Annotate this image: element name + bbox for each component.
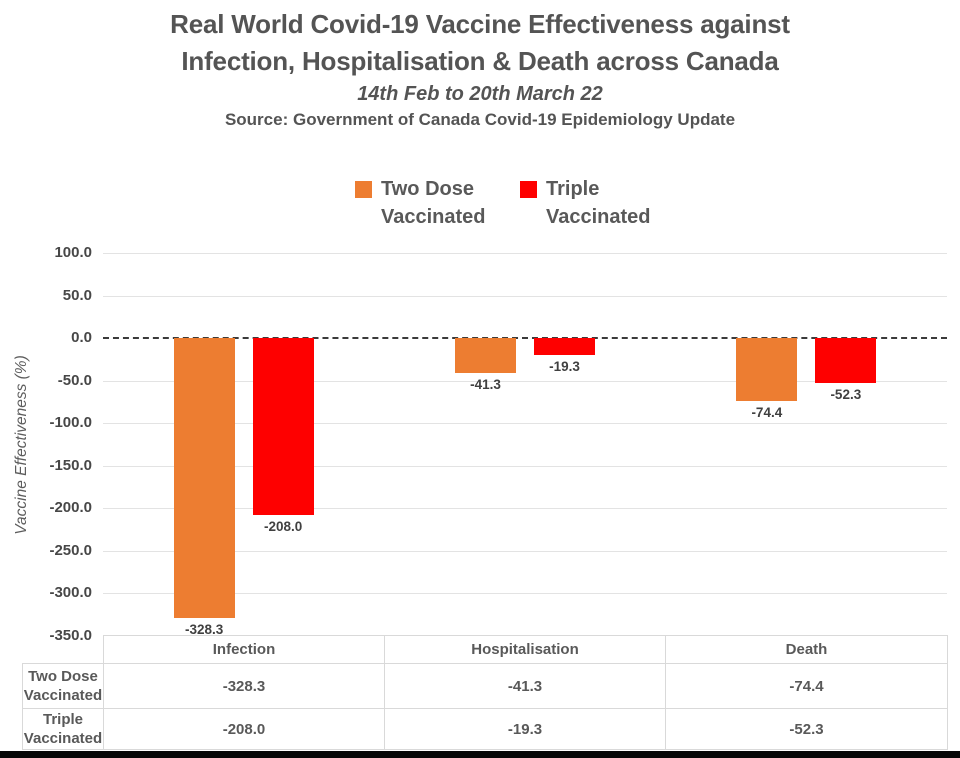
legend-label-two-dose-line2: Vaccinated <box>381 206 486 228</box>
zero-axis-line <box>103 337 947 340</box>
gridline <box>103 593 947 595</box>
table-value-triple-vaccinated-death: -52.3 <box>665 708 948 750</box>
legend-label-triple: Triple Vaccinated <box>546 175 651 231</box>
y-tick-label: -100.0 <box>49 414 92 432</box>
bar-value-label-triple-vaccinated-death: -52.3 <box>830 386 862 402</box>
gridline <box>103 550 947 552</box>
bar-triple-vaccinated-infection <box>252 338 314 516</box>
gridline <box>103 253 947 254</box>
y-tick-label: -350.0 <box>49 627 92 644</box>
y-tick-label: 50.0 <box>62 286 92 304</box>
bar-two-dose-vaccinated-death <box>736 338 798 402</box>
chart-subtitle: 14th Feb to 20th March 22 <box>357 83 603 105</box>
chart-source: Source: Government of Canada Covid-19 Ep… <box>224 110 736 129</box>
table-row-label-two-dose-vaccinated: Two Dose Vaccinated <box>22 663 104 709</box>
table-header-infection: Infection <box>103 635 385 664</box>
legend-swatch-two-dose-icon <box>355 181 372 198</box>
gridline <box>103 508 947 510</box>
bottom-black-bar <box>0 751 960 758</box>
legend-swatch-triple-icon <box>520 181 537 198</box>
table-value-two-dose-vaccinated-death: -74.4 <box>665 663 948 709</box>
table-header-hospitalisation: Hospitalisation <box>384 635 666 664</box>
legend-label-triple-line1: Triple <box>546 178 600 200</box>
bar-value-label-two-dose-vaccinated-hospitalisation: -41.3 <box>470 377 501 393</box>
gridline <box>103 465 947 467</box>
bar-value-label-triple-vaccinated-infection: -208.0 <box>264 519 303 535</box>
bar-two-dose-vaccinated-hospitalisation <box>455 338 516 374</box>
table-value-two-dose-vaccinated-hospitalisation: -41.3 <box>384 663 666 709</box>
chart-title-line1: Real World Covid-19 Vaccine Effectivenes… <box>170 9 790 39</box>
gridline <box>103 295 947 297</box>
chart-title-line2: Infection, Hospitalisation & Death acros… <box>181 46 779 76</box>
legend-item-triple: Triple Vaccinated <box>520 175 651 231</box>
gridline <box>103 380 947 382</box>
bar-value-label-triple-vaccinated-hospitalisation: -19.3 <box>549 358 580 374</box>
bar-value-label-two-dose-vaccinated-infection: -328.3 <box>185 621 224 637</box>
y-tick-label: 100.0 <box>54 244 92 261</box>
table-value-triple-vaccinated-infection: -208.0 <box>103 708 385 750</box>
table-header-death: Death <box>665 635 948 664</box>
y-tick-label: -250.0 <box>49 541 92 559</box>
legend-label-two-dose: Two Dose Vaccinated <box>381 175 486 231</box>
chart-title: Real World Covid-19 Vaccine Effectivenes… <box>0 6 960 80</box>
legend-label-triple-line2: Vaccinated <box>546 206 651 228</box>
table-value-two-dose-vaccinated-infection: -328.3 <box>103 663 385 709</box>
bar-two-dose-vaccinated-infection <box>173 338 235 618</box>
bar-triple-vaccinated-hospitalisation <box>534 338 595 355</box>
table-corner-cell <box>23 636 104 664</box>
y-tick-label: -300.0 <box>49 584 92 602</box>
legend-label-two-dose-line1: Two Dose <box>381 178 474 200</box>
y-tick-label: -50.0 <box>57 371 92 389</box>
y-tick-label: -200.0 <box>49 499 92 517</box>
y-tick-label: 0.0 <box>71 329 92 347</box>
bar-value-label-two-dose-vaccinated-death: -74.4 <box>751 405 783 421</box>
chart-data-table: Infection Hospitalisation Death Two Dose Vac… <box>22 635 948 750</box>
y-tick-label: -150.0 <box>49 456 92 474</box>
gridline <box>103 423 947 425</box>
legend-item-two-dose: Two Dose Vaccinated <box>355 175 486 231</box>
table-row-label-triple-vaccinated: Triple Vaccinated <box>22 708 104 750</box>
table-value-triple-vaccinated-hospitalisation: -19.3 <box>384 708 666 750</box>
bar-triple-vaccinated-death <box>815 338 877 383</box>
